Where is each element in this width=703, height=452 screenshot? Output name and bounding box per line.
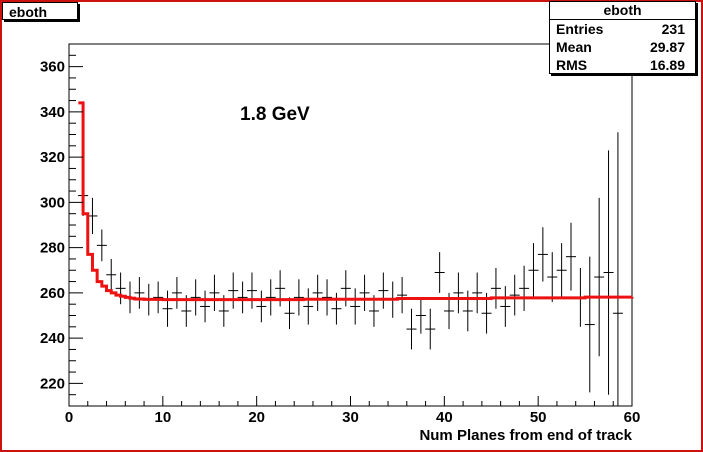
data-point xyxy=(453,272,464,314)
y-tick-label: 240 xyxy=(40,330,65,347)
x-tick-label: 20 xyxy=(248,409,265,426)
data-point xyxy=(322,279,333,316)
stats-value: 16.89 xyxy=(649,57,685,73)
data-point xyxy=(115,272,126,305)
data-point xyxy=(528,243,539,298)
data-point xyxy=(293,279,304,316)
stats-label: RMS xyxy=(556,57,588,73)
stats-box: eboth Entries 231 Mean 29.87 RMS 16.89 xyxy=(549,1,696,74)
data-point xyxy=(134,277,145,309)
data-point xyxy=(415,297,426,334)
data-point xyxy=(228,272,239,309)
histogram-title: eboth xyxy=(9,4,48,20)
data-point xyxy=(256,290,267,323)
x-tick-label: 30 xyxy=(342,409,359,426)
data-point xyxy=(397,277,408,314)
data-point xyxy=(237,281,248,314)
data-point xyxy=(284,297,295,330)
y-tick-label: 360 xyxy=(40,59,65,76)
y-tick-label: 340 xyxy=(40,104,65,121)
x-tick-label: 0 xyxy=(65,409,73,426)
data-point xyxy=(359,274,370,311)
stats-label: Entries xyxy=(556,21,604,37)
data-point xyxy=(312,274,323,311)
data-point xyxy=(106,258,117,291)
energy-annotation: 1.8 GeV xyxy=(240,104,310,125)
data-point xyxy=(603,150,614,395)
y-tick-label: 280 xyxy=(40,240,65,257)
stats-label: Mean xyxy=(556,39,592,55)
data-point xyxy=(209,274,220,311)
y-tick-label: 260 xyxy=(40,285,65,302)
data-point xyxy=(190,279,201,316)
stats-value: 29.87 xyxy=(649,39,685,55)
fit-curve-group xyxy=(78,101,634,302)
data-point xyxy=(162,290,173,327)
data-point xyxy=(612,132,623,406)
stats-row-entries: Entries 231 xyxy=(550,20,695,38)
data-point xyxy=(537,227,548,282)
x-tick-label: 60 xyxy=(624,409,641,426)
data-point xyxy=(265,279,276,316)
data-point xyxy=(171,277,182,309)
data-point xyxy=(519,265,530,311)
data-point xyxy=(566,222,577,291)
y-tick-label: 220 xyxy=(40,375,65,392)
plot-frame xyxy=(68,43,633,407)
x-tick-label: 50 xyxy=(530,409,547,426)
stats-row-mean: Mean 29.87 xyxy=(550,38,695,56)
data-point xyxy=(472,272,483,314)
axes-group: 0 10 20 30 40 50 60 220 240 260 280 300 320 340 360 xyxy=(40,43,641,426)
data-point xyxy=(434,252,445,293)
x-tick-label: 40 xyxy=(436,409,453,426)
data-point xyxy=(96,229,107,262)
x-tick-label: 10 xyxy=(154,409,171,426)
data-point xyxy=(153,281,164,314)
data-point xyxy=(556,243,567,298)
stats-row-rms: RMS 16.89 xyxy=(550,56,695,74)
data-point xyxy=(350,288,361,325)
data-point xyxy=(406,308,417,350)
data-point xyxy=(509,274,520,316)
x-axis-title: Num Planes from end of track xyxy=(419,427,632,444)
histogram-title-box: eboth xyxy=(2,2,78,20)
data-point xyxy=(490,267,501,309)
fit-curve xyxy=(78,101,634,302)
data-point xyxy=(378,272,389,309)
y-tick-label: 300 xyxy=(40,194,65,211)
stats-title: eboth xyxy=(550,2,695,20)
data-point xyxy=(200,290,211,323)
data-point xyxy=(547,252,558,302)
data-point xyxy=(594,197,605,357)
data-point xyxy=(584,256,595,393)
data-point xyxy=(246,272,257,309)
y-tick-label: 320 xyxy=(40,149,65,166)
stats-value: 231 xyxy=(661,21,685,37)
data-point xyxy=(303,288,314,325)
data-point xyxy=(425,308,436,350)
data-point xyxy=(500,286,511,327)
